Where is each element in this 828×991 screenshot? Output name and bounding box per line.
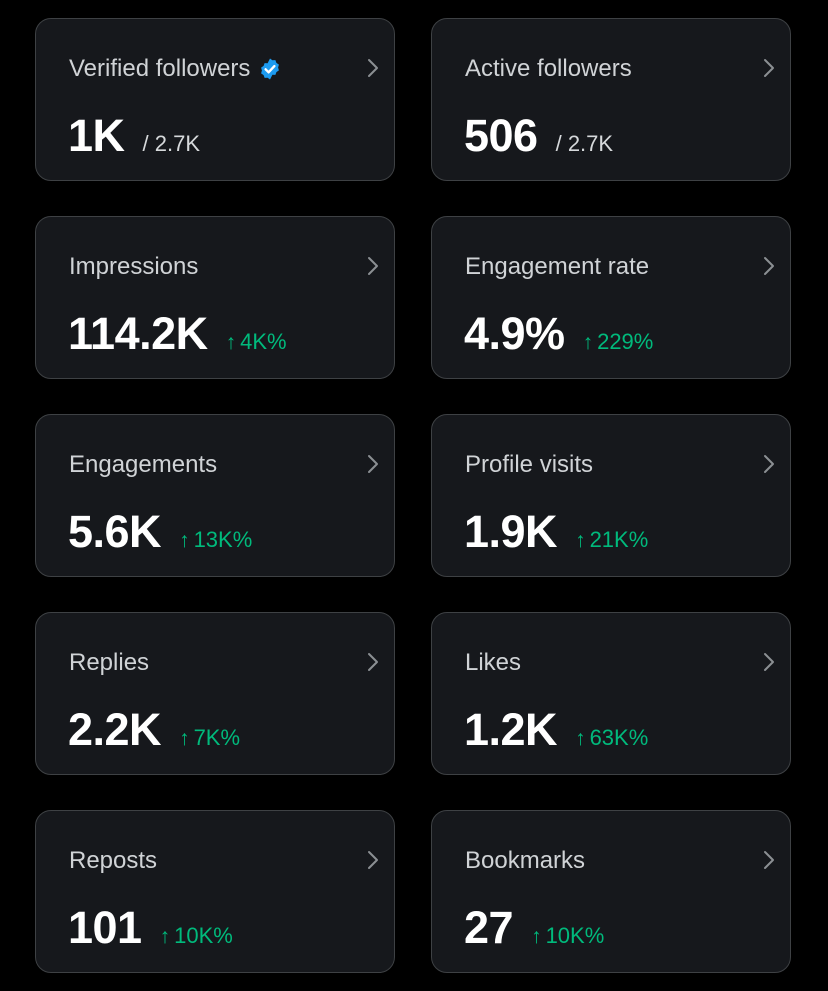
metric-title: Profile visits — [465, 451, 593, 479]
metric-title: Engagement rate — [465, 253, 649, 281]
metric-change: ↑ 21K% — [575, 527, 648, 553]
metric-change: ↑ 10K% — [531, 923, 604, 949]
metric-change: ↑ 63K% — [575, 725, 648, 751]
metric-value: 1.2K — [464, 704, 558, 755]
metric-change: ↑ 4K% — [226, 329, 287, 355]
metric-title: Active followers — [465, 55, 632, 83]
metric-value: 5.6K — [68, 506, 162, 557]
metric-change-value: 229% — [597, 329, 654, 354]
metric-value-row: 1K / 2.7K — [68, 111, 200, 161]
metric-card-bookmarks[interactable]: Bookmarks 27 ↑ 10K% — [431, 810, 791, 973]
metric-card-engagements[interactable]: Engagements 5.6K ↑ 13K% — [35, 414, 395, 577]
metric-title-label: Replies — [69, 649, 150, 676]
metric-value-row: 1.9K ↑ 21K% — [464, 507, 648, 557]
metric-value-row: 4.9% ↑ 229% — [464, 309, 653, 359]
metric-change-value: 7K% — [193, 725, 241, 750]
metric-title-label: Likes — [465, 649, 522, 676]
metric-title-label: Profile visits — [465, 451, 594, 478]
metric-title: Engagements — [69, 451, 217, 479]
metric-card-active-followers[interactable]: Active followers 506 / 2.7K — [431, 18, 791, 181]
metric-value-row: 101 ↑ 10K% — [68, 903, 233, 953]
metric-change: ↑ 7K% — [179, 725, 240, 751]
metric-value: 101 — [68, 902, 142, 953]
metric-value: 506 — [464, 110, 538, 161]
metric-change: ↑ 13K% — [179, 527, 252, 553]
metric-title-label: Impressions — [69, 253, 199, 280]
chevron-right-icon — [764, 455, 774, 473]
metric-title: Verified followers — [69, 55, 282, 83]
metric-card-verified-followers[interactable]: Verified followers 1K / 2.7K — [35, 18, 395, 181]
chevron-right-icon — [368, 455, 378, 473]
metric-change-value: 10K% — [174, 923, 233, 948]
metric-change: ↑ 10K% — [160, 923, 233, 949]
metric-value: 4.9% — [464, 308, 565, 359]
metric-card-replies[interactable]: Replies 2.2K ↑ 7K% — [35, 612, 395, 775]
metric-title: Likes — [465, 649, 521, 677]
metric-title: Bookmarks — [465, 847, 585, 875]
metric-title: Replies — [69, 649, 149, 677]
metric-change-value: 10K% — [545, 923, 605, 948]
arrow-up-icon: ↑ — [179, 529, 190, 552]
chevron-right-icon — [368, 653, 378, 671]
metric-total: / 2.7K — [555, 131, 614, 156]
metric-card-impressions[interactable]: Impressions 114.2K ↑ 4K% — [35, 216, 395, 379]
metric-title-label: Bookmarks — [465, 847, 586, 874]
metric-change-value: 4K% — [240, 329, 287, 354]
metric-value-row: 2.2K ↑ 7K% — [68, 705, 240, 755]
metric-card-profile-visits[interactable]: Profile visits 1.9K ↑ 21K% — [431, 414, 791, 577]
metric-value-row: 114.2K ↑ 4K% — [68, 309, 287, 359]
chevron-right-icon — [368, 851, 378, 869]
metric-change-value: 13K% — [193, 527, 253, 552]
arrow-up-icon: ↑ — [575, 727, 586, 750]
metric-value: 2.2K — [68, 704, 162, 755]
metric-value-row: 1.2K ↑ 63K% — [464, 705, 648, 755]
chevron-right-icon — [764, 257, 774, 275]
metric-card-likes[interactable]: Likes 1.2K ↑ 63K% — [431, 612, 791, 775]
chevron-right-icon — [764, 59, 774, 77]
metric-change-value: 21K% — [589, 527, 649, 552]
metric-title-label: Verified followers — [69, 55, 251, 82]
arrow-up-icon: ↑ — [225, 331, 237, 354]
metric-title: Reposts — [69, 847, 157, 875]
chevron-right-icon — [368, 59, 378, 77]
arrow-up-icon: ↑ — [582, 331, 594, 354]
arrow-up-icon: ↑ — [179, 727, 190, 750]
metric-card-engagement-rate[interactable]: Engagement rate 4.9% ↑ 229% — [431, 216, 791, 379]
metric-title-label: Reposts — [69, 847, 158, 874]
chevron-right-icon — [764, 851, 774, 869]
metric-card-reposts[interactable]: Reposts 101 ↑ 10K% — [35, 810, 395, 973]
verified-badge-icon — [258, 57, 282, 81]
metric-value-row: 5.6K ↑ 13K% — [68, 507, 252, 557]
metric-value: 1K — [68, 110, 125, 161]
metric-title-label: Engagements — [69, 451, 218, 478]
metric-value: 27 — [464, 902, 514, 953]
metric-value: 1.9K — [464, 506, 558, 557]
arrow-up-icon: ↑ — [531, 925, 542, 948]
metric-title-label: Active followers — [465, 55, 632, 82]
metric-title-label: Engagement rate — [465, 253, 650, 280]
metric-total: / 2.7K — [142, 131, 201, 156]
arrow-up-icon: ↑ — [575, 529, 586, 552]
metric-value-row: 506 / 2.7K — [464, 111, 613, 161]
metric-change-value: 63K% — [589, 725, 649, 750]
chevron-right-icon — [764, 653, 774, 671]
metric-value-row: 27 ↑ 10K% — [464, 903, 604, 953]
metric-title: Impressions — [69, 253, 198, 281]
metric-change: ↑ 229% — [583, 329, 654, 355]
metric-value: 114.2K — [68, 308, 208, 359]
chevron-right-icon — [368, 257, 378, 275]
arrow-up-icon: ↑ — [159, 925, 171, 948]
